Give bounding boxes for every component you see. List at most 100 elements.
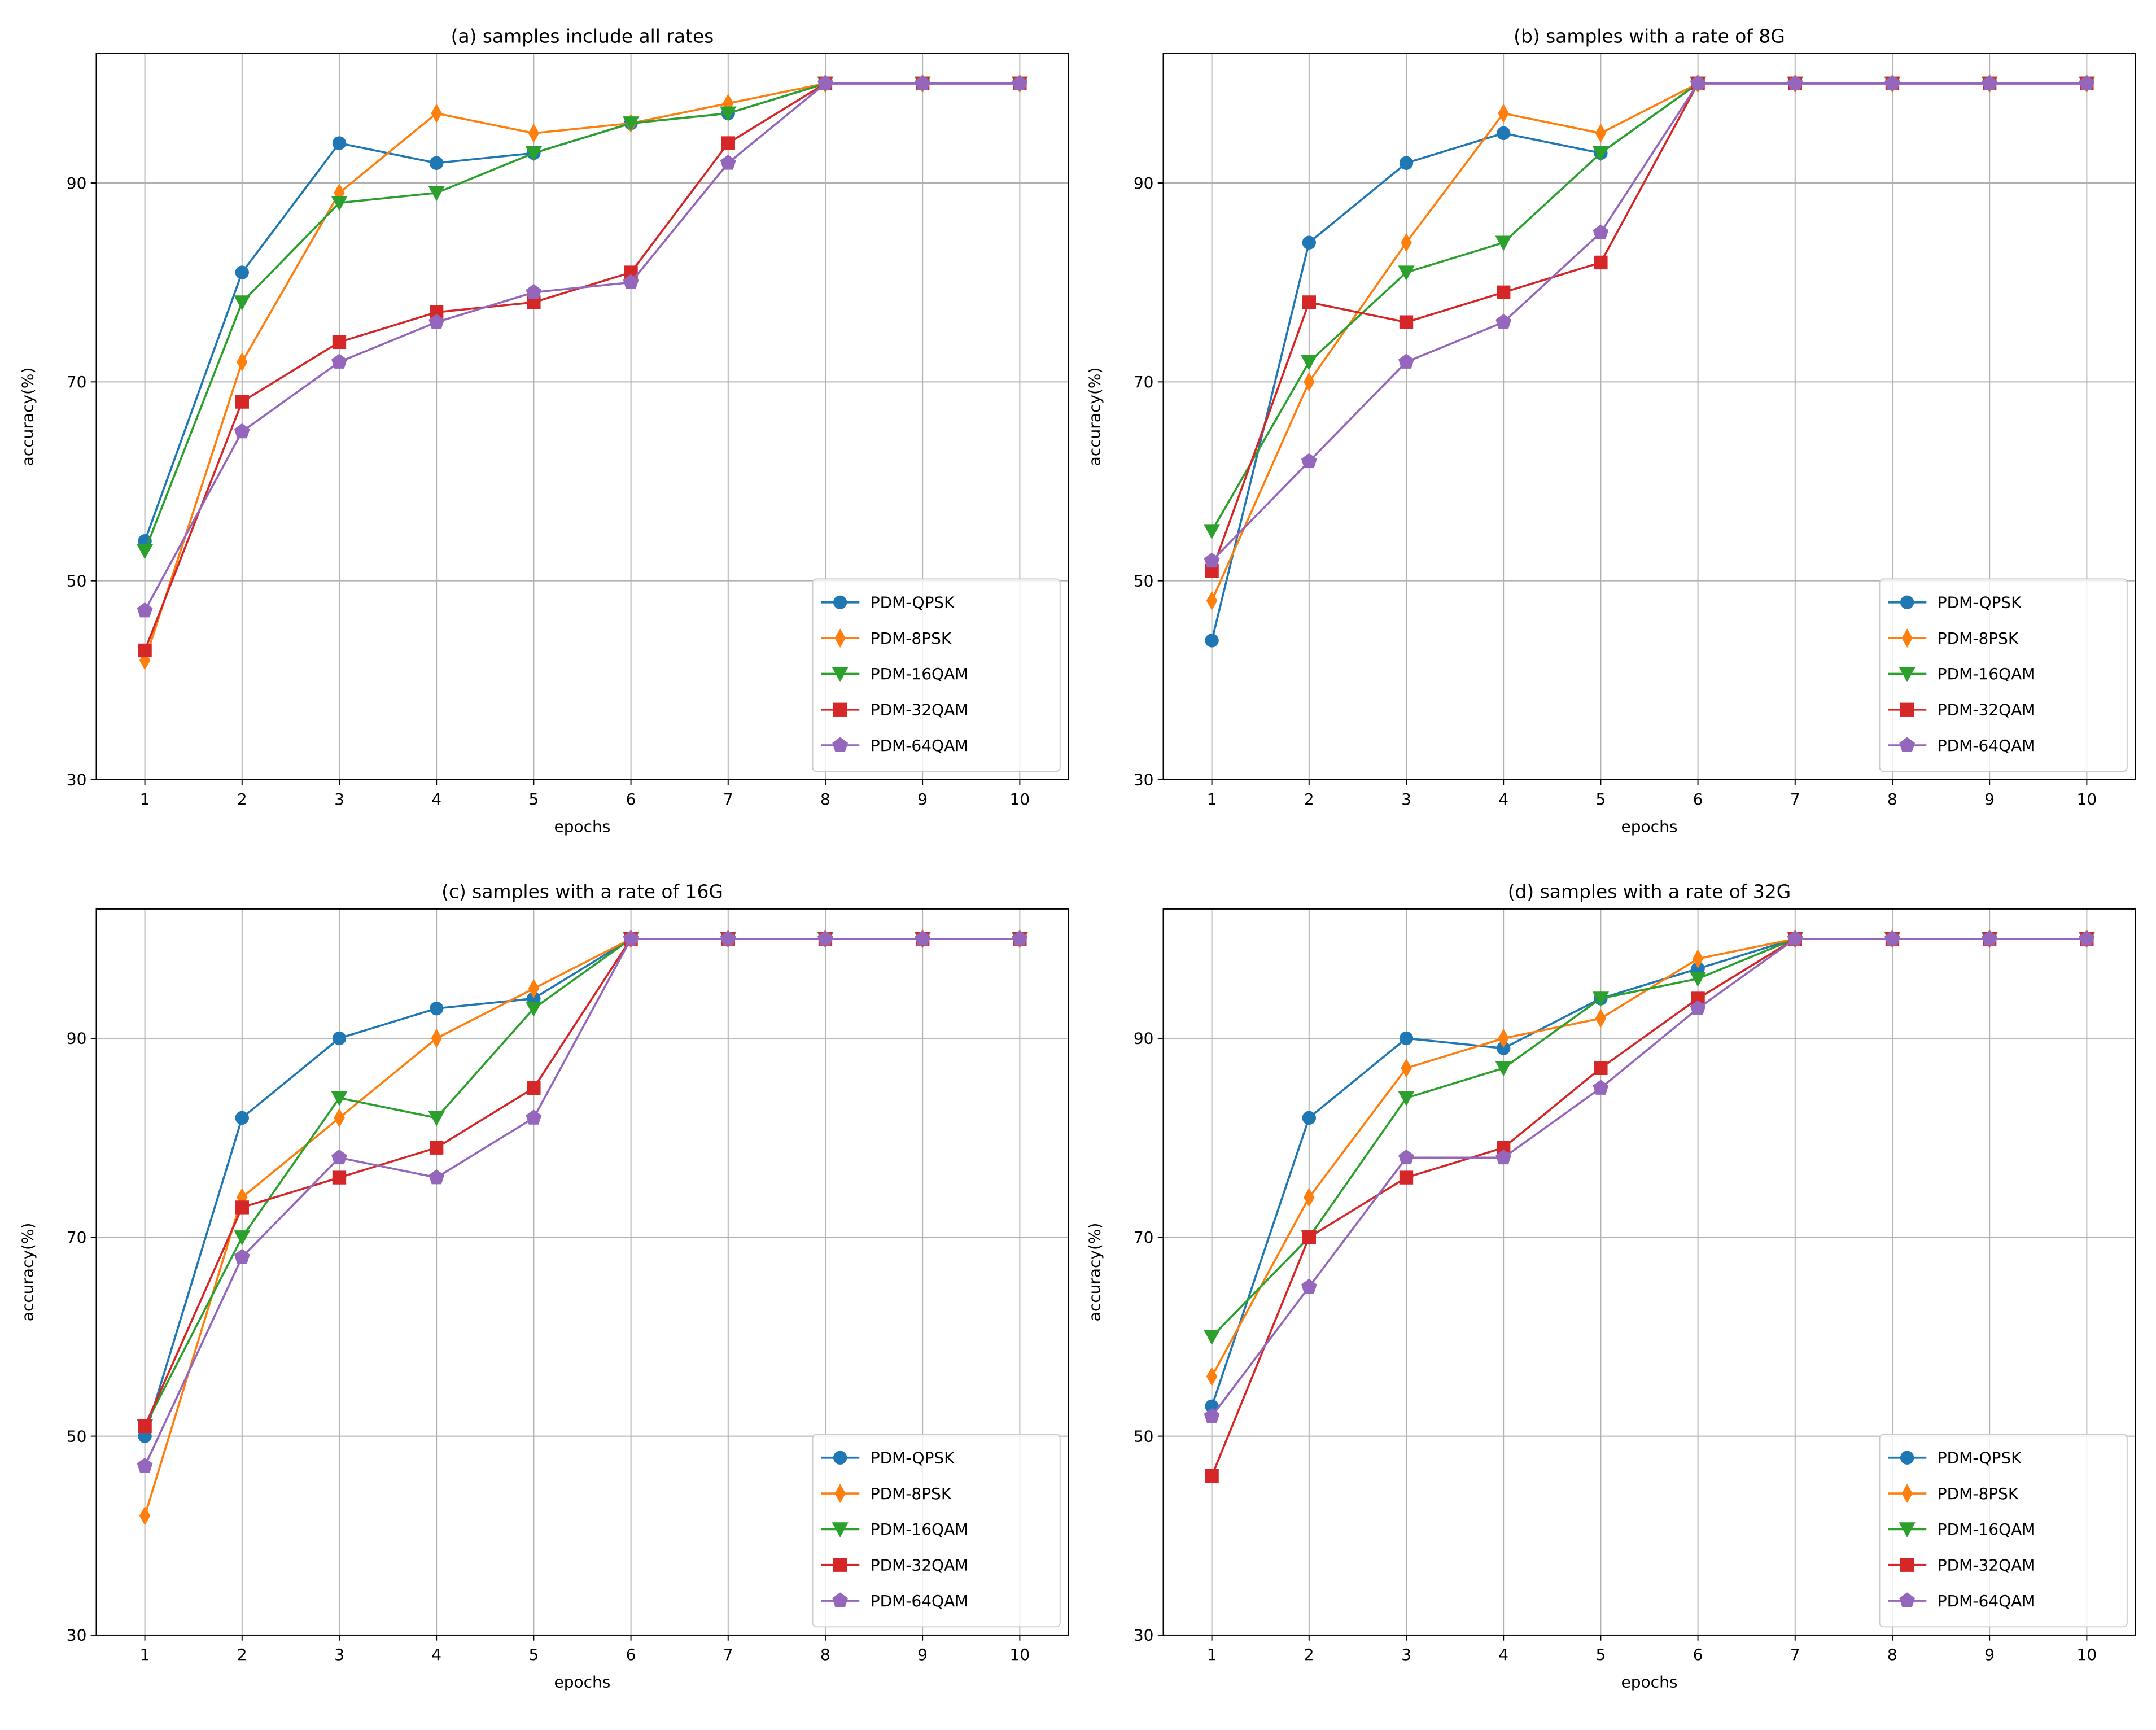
x-tick-label: 1 bbox=[1207, 1645, 1217, 1664]
data-point bbox=[915, 75, 931, 90]
y-tick-label: 30 bbox=[67, 771, 87, 789]
data-point bbox=[1304, 1187, 1315, 1207]
series-line bbox=[143, 937, 1020, 1517]
series-line bbox=[143, 82, 1020, 661]
data-point bbox=[331, 1149, 347, 1165]
y-tick-label: 90 bbox=[67, 174, 87, 193]
data-point bbox=[234, 295, 251, 311]
legend-marker bbox=[1899, 1592, 1916, 1607]
x-tick-label: 10 bbox=[2077, 790, 2097, 809]
chart-title: (b) samples with a rate of 8G bbox=[1514, 25, 1785, 47]
series-pdm-16qam bbox=[1203, 932, 2095, 1345]
series-line bbox=[1210, 82, 2087, 601]
data-point bbox=[1495, 314, 1512, 329]
y-tick-label: 70 bbox=[1134, 1228, 1154, 1247]
data-point bbox=[334, 1108, 345, 1128]
x-tick-label: 3 bbox=[1401, 790, 1411, 809]
x-tick-label: 6 bbox=[1693, 1645, 1703, 1664]
y-tick-label: 70 bbox=[67, 373, 87, 391]
legend-box bbox=[1879, 1434, 2128, 1628]
x-tick-label: 8 bbox=[1887, 790, 1897, 809]
data-point bbox=[1595, 123, 1607, 143]
x-axis-label: epochs bbox=[1621, 818, 1678, 836]
x-tick-label: 5 bbox=[1595, 790, 1606, 809]
x-tick-label: 4 bbox=[431, 790, 441, 809]
legend-marker bbox=[832, 737, 849, 752]
x-axis-label: epochs bbox=[554, 1672, 611, 1691]
series-line bbox=[143, 82, 1020, 541]
data-point bbox=[1497, 126, 1511, 141]
data-point bbox=[1302, 1230, 1316, 1244]
data-point bbox=[1787, 930, 1803, 946]
data-point bbox=[1012, 930, 1028, 946]
data-point bbox=[1204, 1408, 1220, 1423]
data-point bbox=[1592, 991, 1610, 1007]
data-point bbox=[429, 1001, 444, 1016]
data-point bbox=[331, 353, 347, 369]
data-point bbox=[429, 156, 444, 170]
data-point bbox=[1884, 75, 1900, 90]
y-tick-label: 50 bbox=[1134, 571, 1154, 590]
series-line bbox=[143, 82, 1020, 611]
data-point bbox=[817, 75, 833, 90]
legend-marker bbox=[833, 702, 847, 717]
data-point bbox=[332, 1170, 347, 1185]
data-point bbox=[235, 395, 249, 409]
x-tick-label: 9 bbox=[1984, 1645, 1995, 1664]
legend-label: PDM-32QAM bbox=[1938, 1556, 2036, 1574]
legend-label: PDM-64QAM bbox=[871, 736, 969, 755]
data-point bbox=[2079, 75, 2095, 90]
data-point bbox=[1012, 75, 1028, 90]
data-point bbox=[1203, 524, 1221, 540]
data-point bbox=[1399, 315, 1414, 329]
series-pdm-64qam bbox=[1204, 75, 2095, 568]
legend: PDM-QPSK PDM-8PSK PDM-16QAM PDM-32QAM PDM-64… bbox=[1879, 578, 2128, 772]
legend: PDM-QPSK PDM-8PSK PDM-16QAM PDM-32QAM PDM-64… bbox=[812, 578, 1061, 772]
legend-label: PDM-8PSK bbox=[871, 1484, 952, 1503]
series-line bbox=[143, 82, 1020, 651]
data-point bbox=[428, 314, 445, 329]
legend-label: PDM-64QAM bbox=[871, 1592, 969, 1610]
series-pdm-8psk bbox=[1206, 73, 2093, 610]
legend-label: PDM-64QAM bbox=[1938, 1592, 2036, 1610]
x-tick-label: 10 bbox=[1010, 790, 1030, 809]
data-point bbox=[234, 1230, 251, 1246]
series-line bbox=[1210, 937, 2087, 1476]
data-point bbox=[1787, 75, 1803, 90]
x-tick-label: 8 bbox=[1887, 1645, 1897, 1664]
legend-label: PDM-32QAM bbox=[871, 701, 969, 719]
legend-marker bbox=[1901, 628, 1913, 648]
data-point bbox=[1594, 255, 1608, 270]
data-point bbox=[429, 1141, 444, 1155]
legend-marker bbox=[1900, 702, 1914, 717]
legend-label: PDM-QPSK bbox=[871, 1448, 955, 1467]
data-point bbox=[1497, 285, 1511, 299]
x-tick-label: 10 bbox=[1010, 1645, 1030, 1664]
series-pdm-64qam bbox=[137, 930, 1028, 1473]
data-point bbox=[1497, 1041, 1511, 1055]
series-line bbox=[143, 82, 1020, 552]
y-tick-label: 30 bbox=[67, 1626, 87, 1645]
series-line bbox=[143, 937, 1020, 1467]
data-point bbox=[1398, 353, 1414, 369]
data-point bbox=[1593, 1080, 1609, 1095]
legend: PDM-QPSK PDM-8PSK PDM-16QAM PDM-32QAM PDM-64… bbox=[1879, 1434, 2128, 1628]
x-tick-label: 1 bbox=[1207, 790, 1217, 809]
x-tick-label: 4 bbox=[1498, 790, 1508, 809]
data-point bbox=[1205, 1469, 1219, 1483]
legend-label: PDM-32QAM bbox=[1938, 701, 2036, 719]
axes-frame bbox=[1162, 908, 2136, 1636]
data-point bbox=[1498, 1028, 1509, 1048]
data-point bbox=[1592, 146, 1610, 161]
data-point bbox=[137, 1457, 153, 1473]
legend-box bbox=[812, 1434, 1061, 1628]
legend-marker bbox=[832, 667, 849, 683]
y-tick-label: 50 bbox=[67, 1427, 87, 1445]
legend-label: PDM-8PSK bbox=[871, 629, 952, 648]
x-tick-label: 6 bbox=[626, 1645, 636, 1664]
legend-label: PDM-16QAM bbox=[871, 1520, 969, 1539]
x-tick-label: 1 bbox=[140, 790, 150, 809]
data-point bbox=[623, 930, 639, 946]
legend-label: PDM-QPSK bbox=[1938, 593, 2022, 612]
x-axis-label: epochs bbox=[1621, 1672, 1678, 1691]
